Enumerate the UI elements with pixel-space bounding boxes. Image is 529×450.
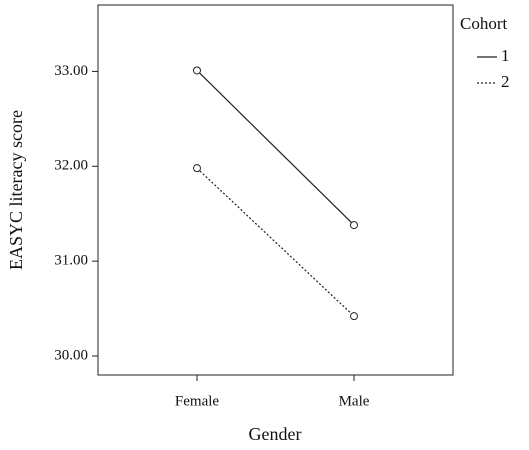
- legend-title: Cohort: [460, 14, 508, 33]
- y-tick-label: 31.00: [54, 253, 88, 269]
- x-tick-label: Male: [339, 393, 370, 409]
- series-line: [196, 70, 355, 226]
- y-tick-label: 30.00: [54, 347, 88, 363]
- x-axis-label: Gender: [249, 424, 302, 444]
- plot-frame: [97, 4, 454, 376]
- legend-label: 2: [501, 72, 510, 91]
- series-line: [196, 167, 355, 317]
- data-point: [350, 312, 358, 321]
- y-tick-label: 33.00: [54, 63, 88, 79]
- legend-label: 1: [501, 46, 510, 65]
- x-tick-label: Female: [175, 393, 219, 409]
- data-point: [193, 164, 201, 173]
- y-axis-label: EASYC literacy score: [6, 110, 26, 270]
- data-point: [193, 66, 201, 75]
- y-tick-label: 32.00: [54, 158, 88, 174]
- data-point: [350, 221, 358, 230]
